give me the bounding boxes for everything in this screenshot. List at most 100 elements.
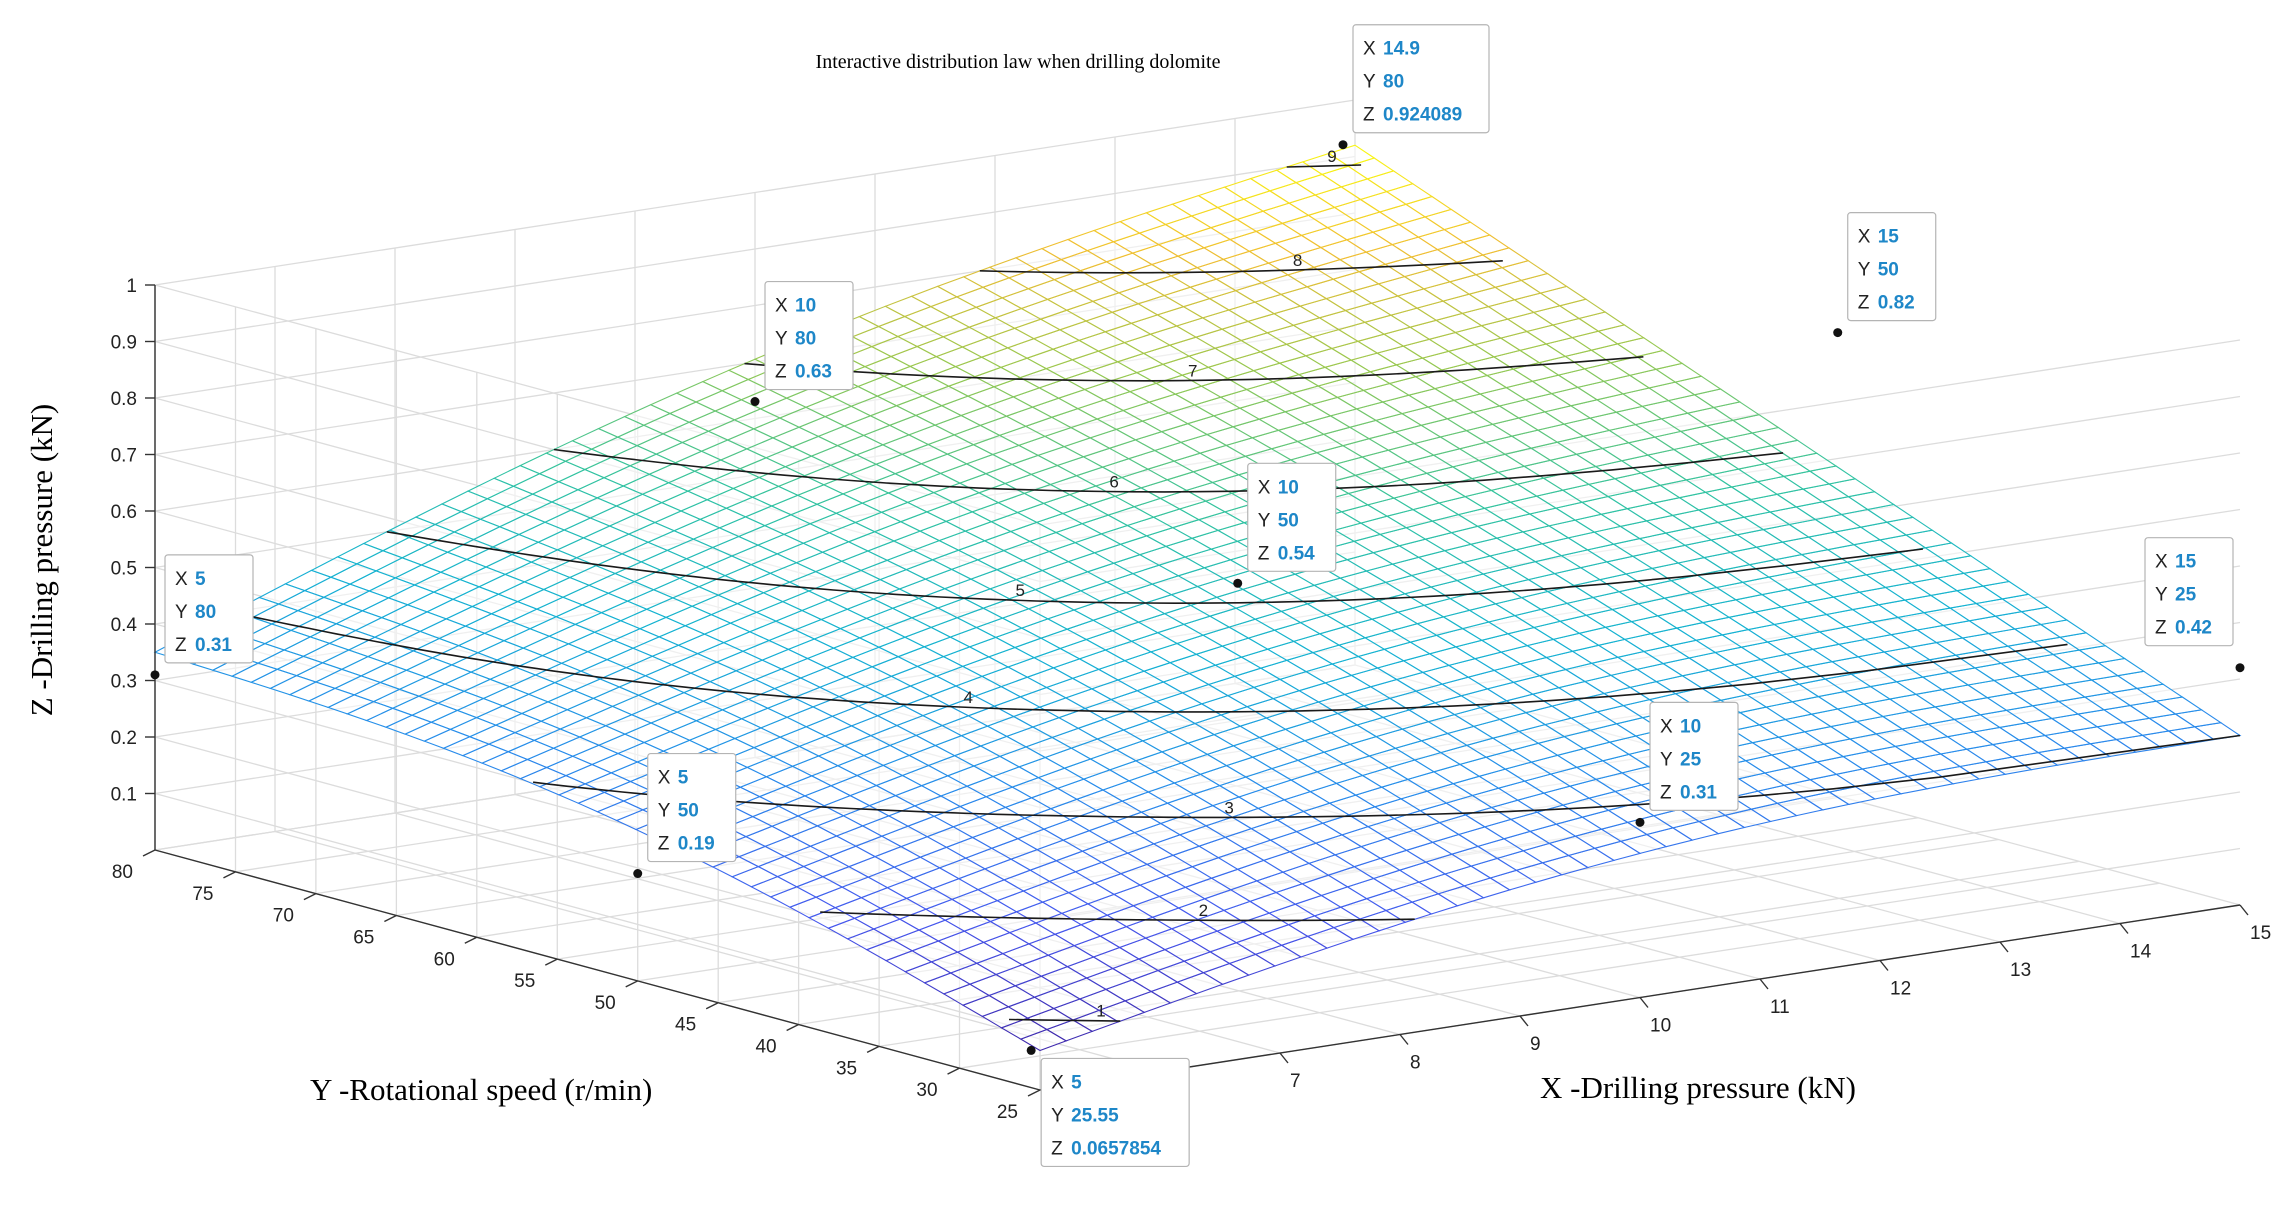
data-tip-key: Z — [2155, 618, 2167, 639]
data-tip-key: Y — [1051, 1105, 1064, 1126]
data-tip-value: 0.19 — [678, 834, 715, 855]
y-tick — [303, 893, 317, 901]
y-tick — [464, 936, 478, 944]
data-tip-box — [647, 752, 737, 863]
axes-ticks: 0.10.20.30.40.50.60.70.80.91253035404550… — [111, 276, 2272, 1123]
z-tick-label: 0.3 — [111, 672, 137, 693]
contour-line — [979, 260, 1503, 274]
data-tip-key: Z — [175, 635, 187, 656]
contour-label: 6 — [1109, 473, 1118, 492]
data-tip-marker — [150, 670, 160, 680]
data-tip-key: Y — [2155, 585, 2168, 606]
data-tip-value: 15 — [2175, 552, 2197, 573]
data-tip-marker — [1338, 140, 1348, 150]
grid-line-y — [959, 882, 2160, 1069]
x-tick-label: 10 — [1650, 1016, 1671, 1037]
z-tick-label: 0.6 — [111, 502, 137, 523]
data-tip-key: Z — [775, 362, 787, 383]
data-tip-key: X — [1363, 39, 1376, 60]
data-tip-value: 0.31 — [195, 635, 232, 656]
contour-label: 1 — [1096, 1002, 1105, 1021]
data-tip-value: 0.0657854 — [1071, 1138, 1161, 1159]
data-tip-value: 50 — [678, 801, 699, 822]
data-tip-value: 25 — [2175, 585, 2197, 606]
y-tick-label: 40 — [755, 1037, 776, 1058]
data-tip-box — [1352, 24, 1490, 134]
z-tick-label: 0.2 — [111, 728, 137, 749]
x-tick — [1879, 960, 1889, 971]
y-tick-label: 35 — [836, 1058, 857, 1079]
data-tip-key: X — [775, 296, 788, 317]
data-tip-value: 25.55 — [1071, 1105, 1119, 1126]
contour-label: 8 — [1293, 251, 1302, 270]
data-tip-key: Y — [775, 329, 788, 350]
data-tip-value: 50 — [1878, 260, 1899, 281]
y-tick-label: 70 — [273, 906, 294, 927]
y-axis-label: Y -Rotational speed (r/min) — [310, 1072, 652, 1107]
data-tip-key: Y — [1858, 260, 1871, 281]
x-tick — [1279, 1052, 1289, 1064]
chart-title: Interactive distribution law when drilli… — [816, 51, 1221, 73]
z-tick-label: 0.1 — [111, 785, 137, 806]
x-tick-label: 13 — [2010, 960, 2031, 981]
data-tip-value: 0.54 — [1278, 543, 1315, 564]
data-tip: X 10 Y 80 Z 0.63 — [750, 280, 854, 407]
data-tip-key: Y — [658, 801, 671, 822]
contour-label: 5 — [1016, 581, 1025, 600]
z-tick-label: 0.8 — [111, 389, 137, 410]
contour-label: 7 — [1188, 362, 1197, 381]
x-tick-label: 14 — [2130, 942, 2152, 963]
z-tick-label: 0.4 — [111, 615, 138, 636]
y-tick — [625, 980, 639, 988]
y-tick-label: 60 — [434, 949, 455, 970]
data-tip-value: 5 — [678, 768, 689, 789]
data-tip-box — [2144, 537, 2234, 647]
data-tip-key: X — [1858, 227, 1871, 248]
data-tip-key: X — [175, 569, 188, 590]
data-tip-value: 0.82 — [1878, 293, 1915, 314]
data-tip: X 5Y 25.55 Z 0.0657854 — [1026, 1045, 1190, 1168]
contour-line — [1286, 164, 1362, 168]
data-tip-value: 10 — [1278, 477, 1299, 498]
y-tick-label: 65 — [353, 927, 374, 948]
x-tick-label: 11 — [1770, 997, 1790, 1018]
z-tick-label: 0.9 — [111, 333, 137, 354]
y-tick-label: 30 — [916, 1080, 937, 1101]
contour-label: 4 — [964, 688, 973, 707]
data-tip-key: Y — [1258, 510, 1271, 531]
z-tick-label: 1 — [126, 276, 137, 297]
y-tick-label: 80 — [112, 862, 133, 883]
y-tick-label: 45 — [675, 1015, 696, 1036]
data-tip-marker — [750, 397, 760, 407]
x-tick — [1999, 941, 2009, 953]
data-tip-marker — [1635, 817, 1645, 827]
y-tick — [866, 1045, 880, 1053]
data-tip-value: 0.31 — [1680, 782, 1717, 803]
data-tip-key: X — [1258, 477, 1271, 498]
y-tick-label: 25 — [997, 1102, 1018, 1123]
data-tip-value: 80 — [1383, 72, 1404, 93]
contour-label: 2 — [1199, 901, 1208, 920]
contour-label: 9 — [1327, 147, 1336, 166]
x-tick — [1519, 1015, 1529, 1027]
x-tick-label: 9 — [1530, 1034, 1541, 1055]
data-tip-key: X — [1660, 716, 1673, 737]
y-tick — [1027, 1089, 1041, 1097]
x-tick — [1759, 978, 1769, 990]
y-tick-label: 75 — [192, 884, 213, 905]
contour-line — [230, 611, 2068, 713]
data-tip-value: 0.63 — [795, 362, 832, 383]
z-tick-label: 0.7 — [111, 446, 137, 467]
data-tip-key: Z — [1051, 1138, 1063, 1159]
data-tip-key: Z — [1258, 543, 1270, 564]
y-tick — [223, 871, 236, 879]
y-tick — [705, 1002, 719, 1010]
data-tip: X 5Y 50 Z 0.19 — [633, 752, 737, 879]
data-tip-key: Y — [1363, 72, 1376, 93]
y-tick-label: 50 — [595, 993, 616, 1014]
contour-line — [386, 531, 1923, 605]
data-tip-box — [164, 554, 254, 664]
data-tip-marker — [1233, 578, 1243, 588]
data-tip-key: Y — [1660, 749, 1673, 770]
